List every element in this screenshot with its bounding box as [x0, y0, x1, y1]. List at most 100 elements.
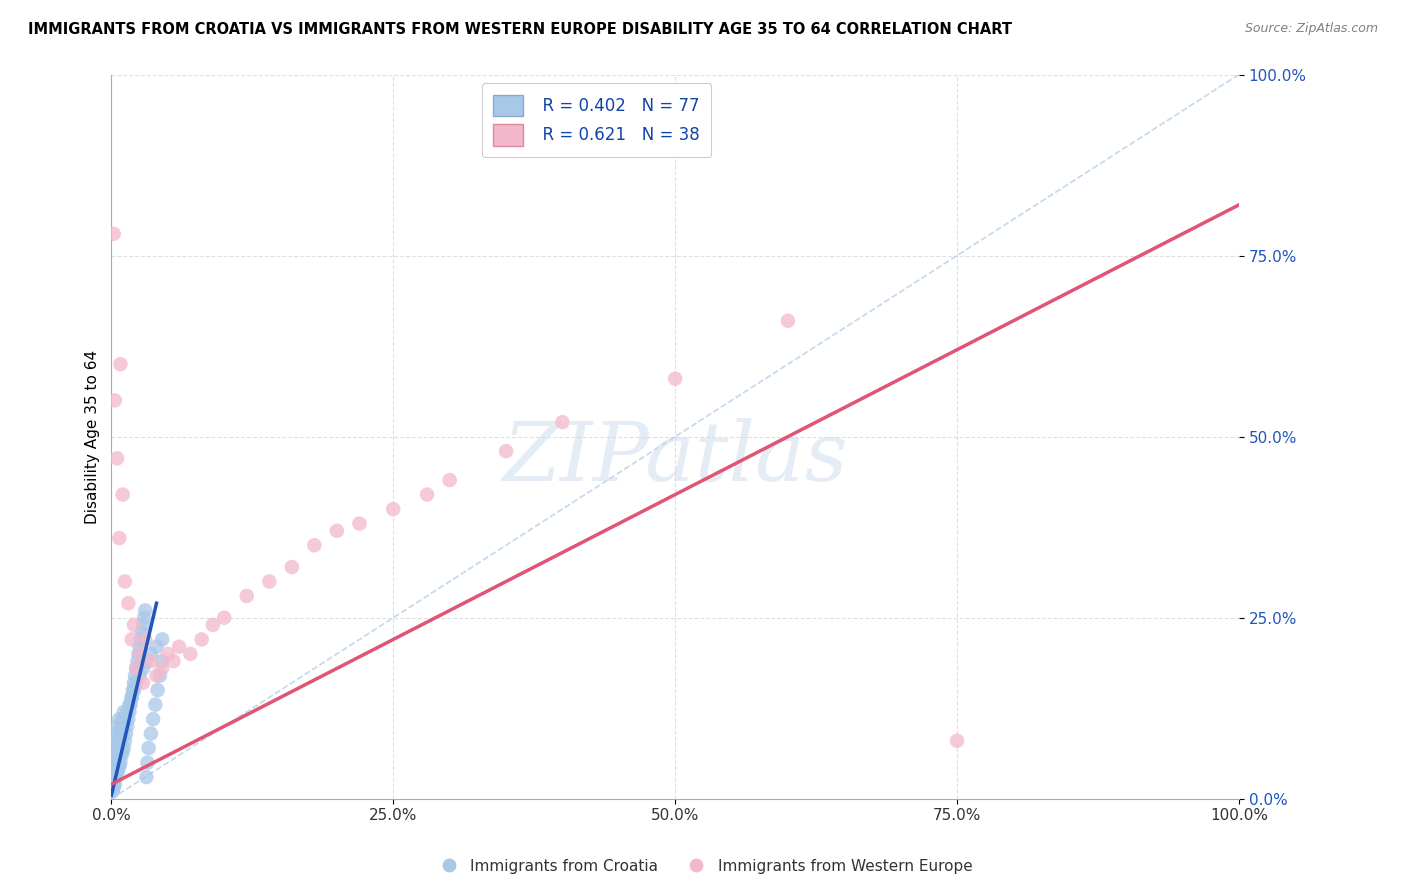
Point	[122, 618, 145, 632]
Point	[115, 719, 138, 733]
Point	[150, 661, 173, 675]
Point	[103, 748, 125, 763]
Legend:   R = 0.402   N = 77,   R = 0.621   N = 38: R = 0.402 N = 77, R = 0.621 N = 38	[481, 83, 711, 157]
Point	[139, 726, 162, 740]
Point	[129, 632, 152, 647]
Point	[156, 647, 179, 661]
Point	[179, 647, 201, 661]
Point	[201, 618, 224, 632]
Point	[190, 632, 212, 647]
Point	[128, 640, 150, 654]
Point	[125, 676, 148, 690]
Point	[120, 698, 142, 712]
Point	[131, 625, 153, 640]
Legend: Immigrants from Croatia, Immigrants from Western Europe: Immigrants from Croatia, Immigrants from…	[427, 853, 979, 880]
Point	[105, 766, 128, 780]
Point	[105, 756, 128, 770]
Point	[103, 227, 125, 241]
Point	[108, 741, 131, 756]
Point	[121, 690, 143, 705]
Point	[139, 647, 162, 661]
Point	[125, 661, 148, 675]
Point	[110, 726, 132, 740]
Point	[101, 777, 124, 791]
Point	[110, 756, 132, 770]
Point	[139, 654, 162, 668]
Point	[138, 741, 160, 756]
Point	[439, 473, 461, 487]
Point	[135, 654, 157, 668]
Y-axis label: Disability Age 35 to 64: Disability Age 35 to 64	[86, 350, 100, 524]
Point	[114, 734, 136, 748]
Point	[104, 726, 127, 740]
Point	[212, 610, 235, 624]
Point	[115, 726, 138, 740]
Point	[104, 763, 127, 777]
Point	[118, 705, 141, 719]
Point	[146, 683, 169, 698]
Point	[149, 668, 172, 682]
Point	[104, 777, 127, 791]
Point	[136, 756, 159, 770]
Point	[664, 372, 686, 386]
Point	[122, 683, 145, 698]
Point	[110, 357, 132, 371]
Point	[150, 654, 173, 668]
Point	[105, 451, 128, 466]
Point	[112, 705, 135, 719]
Point	[326, 524, 349, 538]
Point	[122, 676, 145, 690]
Point	[107, 734, 129, 748]
Point	[108, 712, 131, 726]
Point	[110, 719, 132, 733]
Point	[104, 393, 127, 408]
Point	[150, 632, 173, 647]
Point	[124, 668, 146, 682]
Point	[125, 661, 148, 675]
Point	[114, 712, 136, 726]
Point	[104, 770, 127, 784]
Point	[132, 661, 155, 675]
Point	[281, 560, 304, 574]
Point	[108, 738, 131, 752]
Point	[111, 487, 134, 501]
Point	[112, 741, 135, 756]
Point	[105, 719, 128, 733]
Text: ZIPatlas: ZIPatlas	[502, 418, 848, 499]
Point	[117, 712, 139, 726]
Point	[101, 763, 124, 777]
Point	[121, 632, 143, 647]
Point	[495, 444, 517, 458]
Point	[134, 603, 156, 617]
Point	[145, 698, 167, 712]
Point	[107, 748, 129, 763]
Point	[104, 734, 127, 748]
Point	[110, 734, 132, 748]
Point	[416, 487, 439, 501]
Point	[103, 780, 125, 795]
Point	[132, 610, 155, 624]
Point	[132, 676, 155, 690]
Point	[127, 654, 149, 668]
Point	[127, 647, 149, 661]
Point	[111, 712, 134, 726]
Point	[142, 712, 165, 726]
Point	[259, 574, 281, 589]
Point	[134, 632, 156, 647]
Point	[304, 538, 326, 552]
Point	[105, 741, 128, 756]
Point	[103, 766, 125, 780]
Point	[128, 668, 150, 682]
Point	[132, 618, 155, 632]
Point	[235, 589, 257, 603]
Point	[104, 748, 127, 763]
Text: Source: ZipAtlas.com: Source: ZipAtlas.com	[1244, 22, 1378, 36]
Point	[111, 719, 134, 733]
Point	[107, 763, 129, 777]
Point	[121, 683, 143, 698]
Point	[115, 705, 138, 719]
Point	[128, 647, 150, 661]
Point	[110, 748, 132, 763]
Point	[162, 654, 184, 668]
Point	[349, 516, 371, 531]
